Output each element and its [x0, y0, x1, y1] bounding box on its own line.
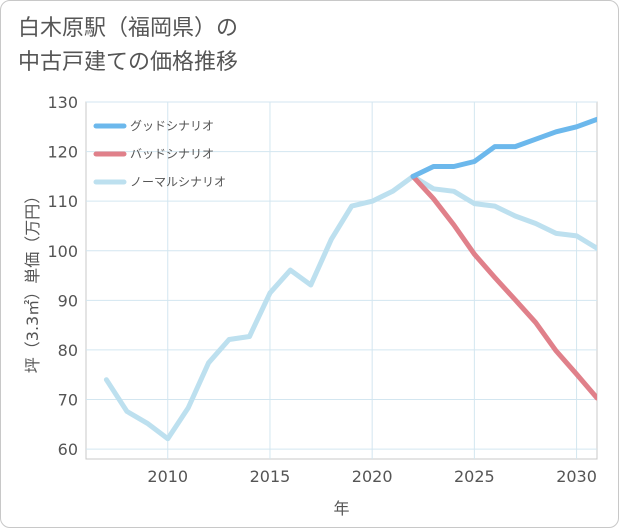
y-tick-label: 70: [58, 391, 78, 410]
y-axis-label: 坪（3.3㎡）単価（万円）: [23, 188, 42, 373]
series-lines: [103, 116, 597, 442]
legend-label: バッドシナリオ: [130, 147, 214, 161]
series-line-0: [410, 116, 597, 179]
y-tick-label: 90: [58, 291, 78, 310]
legend-label: ノーマルシナリオ: [130, 175, 226, 189]
x-axis-label: 年: [333, 499, 349, 518]
y-tick-label: 100: [47, 242, 78, 261]
x-tick-label: 2020: [352, 467, 393, 486]
legend-label: グッドシナリオ: [130, 119, 214, 133]
y-tick-label: 120: [47, 143, 78, 162]
y-tick-label: 60: [58, 440, 78, 459]
title-line-2: 中古戸建ての価格推移: [18, 50, 239, 75]
page-title: 白木原駅（福岡県）の 中古戸建ての価格推移: [18, 12, 238, 80]
grid-lines: [86, 101, 597, 459]
y-tick-label: 130: [47, 93, 78, 112]
x-tick-label: 2010: [147, 467, 188, 486]
y-tick-label: 110: [47, 192, 78, 211]
series-line-2: [103, 173, 597, 442]
y-tick-label: 80: [58, 341, 78, 360]
series-line-1: [410, 173, 597, 401]
title-line-1: 白木原駅（福岡県）の: [18, 16, 239, 41]
axis-ticks: 2010 2015 2020 2025 2030 60 70 80 90 100 110 120 130: [47, 93, 596, 486]
x-tick-label: 2015: [250, 467, 291, 486]
x-tick-label: 2025: [454, 467, 495, 486]
x-tick-label: 2030: [556, 467, 597, 486]
